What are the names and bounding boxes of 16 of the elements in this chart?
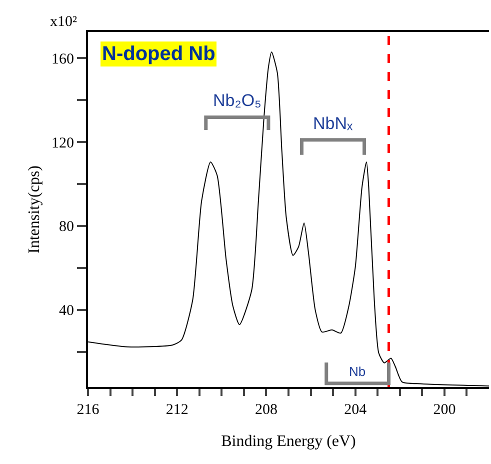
x-tick-label: 204 xyxy=(344,402,368,418)
annotation: Nb₂O₅ xyxy=(213,91,262,110)
y-tick-label: 80 xyxy=(59,219,74,236)
x-tick-label: 200 xyxy=(433,402,456,418)
y-tick-label: 120 xyxy=(52,135,74,152)
text: N-doped Nb xyxy=(102,43,216,65)
y-tick-label: 40 xyxy=(59,303,74,320)
x-tick-label: 212 xyxy=(166,402,188,418)
annotation: NbNₓ xyxy=(313,114,354,133)
y-axis-title: Intensity(cps) xyxy=(26,166,43,254)
text: x10² xyxy=(50,14,78,30)
x-axis-title: Binding Energy (eV) xyxy=(221,433,356,450)
x-tick-label: 216 xyxy=(76,402,100,418)
x-tick-label: 208 xyxy=(254,402,278,418)
annotation: Nb xyxy=(349,364,366,379)
y-tick-label: 160 xyxy=(52,51,74,68)
